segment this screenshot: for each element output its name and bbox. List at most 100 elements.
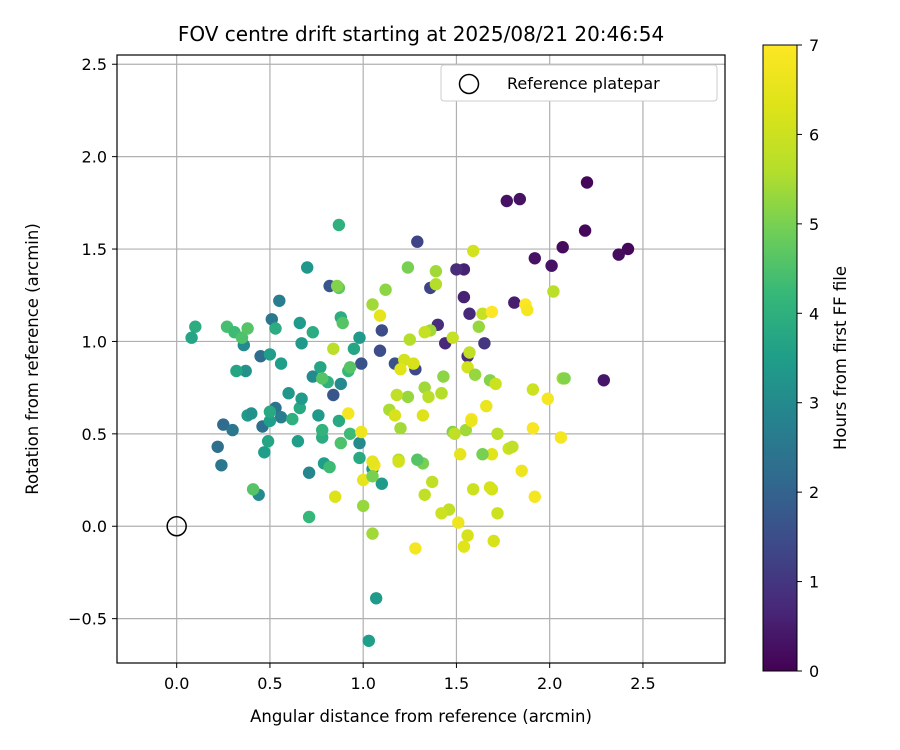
data-point [478,337,491,350]
colorbar-tick-label: 3 [809,394,819,413]
data-point [446,331,459,344]
x-tick-label: 1.5 [444,674,469,693]
data-point [394,363,407,376]
data-point [357,499,370,513]
data-point [450,263,463,276]
data-point [485,448,499,461]
data-point [418,326,431,339]
data-point [332,218,346,232]
data-point [295,392,308,405]
data-point [235,331,249,344]
x-axis-label: Angular distance from reference (arcmin) [250,707,592,726]
data-point [343,361,357,374]
data-point [429,278,443,291]
data-point [355,357,368,370]
data-point [336,316,349,330]
data-point [411,235,424,248]
data-point [418,488,431,501]
data-points [185,176,635,647]
data-point [366,527,379,540]
legend-label-reference: Reference platepar [507,74,660,93]
data-point [373,309,387,322]
data-point [327,342,340,355]
data-point [463,307,476,320]
data-point [263,348,277,361]
y-tick-label: 2.5 [82,55,107,74]
data-point [230,364,243,378]
data-point [465,414,478,428]
data-point [302,466,316,479]
data-point [467,483,480,496]
data-point [246,483,260,496]
data-point [392,455,405,468]
plot-area [117,55,725,663]
data-point [468,368,482,381]
data-point [189,320,202,333]
data-point [258,446,271,459]
data-point [500,194,513,208]
data-point [508,296,521,309]
data-point [334,436,347,450]
data-point [269,322,282,335]
data-point [388,409,402,422]
data-point [323,460,336,474]
data-point [355,425,368,439]
y-tick-label: 1.0 [82,332,107,351]
data-point [556,241,569,254]
data-point [334,377,347,391]
data-point [454,448,467,461]
data-point [226,423,239,437]
data-point [483,481,497,494]
data-point [314,361,327,374]
data-point [273,294,286,307]
legend-marker-reference [458,73,480,95]
data-point [467,244,480,258]
data-point [401,261,415,274]
data-point [459,423,472,437]
data-point [521,303,534,317]
data-point [366,470,379,483]
data-point [528,490,541,503]
data-point [545,259,558,272]
data-point [239,364,252,378]
data-point [554,431,568,444]
data-point [293,316,306,330]
colorbar-tick-label: 1 [809,573,819,592]
data-point [261,435,275,448]
y-axis-label: Rotation from reference (arcmin) [23,223,42,495]
data-point [375,324,388,337]
data-point [330,279,344,293]
data-point [353,451,366,465]
data-point [401,390,415,404]
data-point [526,422,540,435]
colorbar-tick-label: 7 [809,36,819,55]
data-point [370,592,383,605]
grid-lines [117,55,725,663]
data-point [515,464,528,477]
data-point [353,436,366,450]
colorbar-tick-label: 5 [809,215,819,234]
data-point [403,333,416,346]
data-point [597,374,610,387]
data-point [329,490,342,503]
data-point [241,322,254,335]
data-point [580,176,594,189]
data-point [578,224,592,237]
plot-frame [116,54,726,664]
legend: Reference platepar [440,64,718,102]
data-point [491,427,504,440]
data-point [274,411,288,424]
y-axis-ticks: −0.5 0.0 0.5 1.0 1.5 2.0 2.5 [68,55,117,629]
data-point [411,453,424,466]
data-point [286,412,299,426]
data-point [245,407,258,420]
y-tick-label: 1.5 [82,240,107,259]
y-tick-label: 0.5 [82,425,107,444]
data-point [366,455,379,468]
data-point [312,409,325,422]
legend-box [440,64,718,102]
data-point [343,427,357,440]
data-point [291,435,305,448]
data-point [353,331,366,344]
